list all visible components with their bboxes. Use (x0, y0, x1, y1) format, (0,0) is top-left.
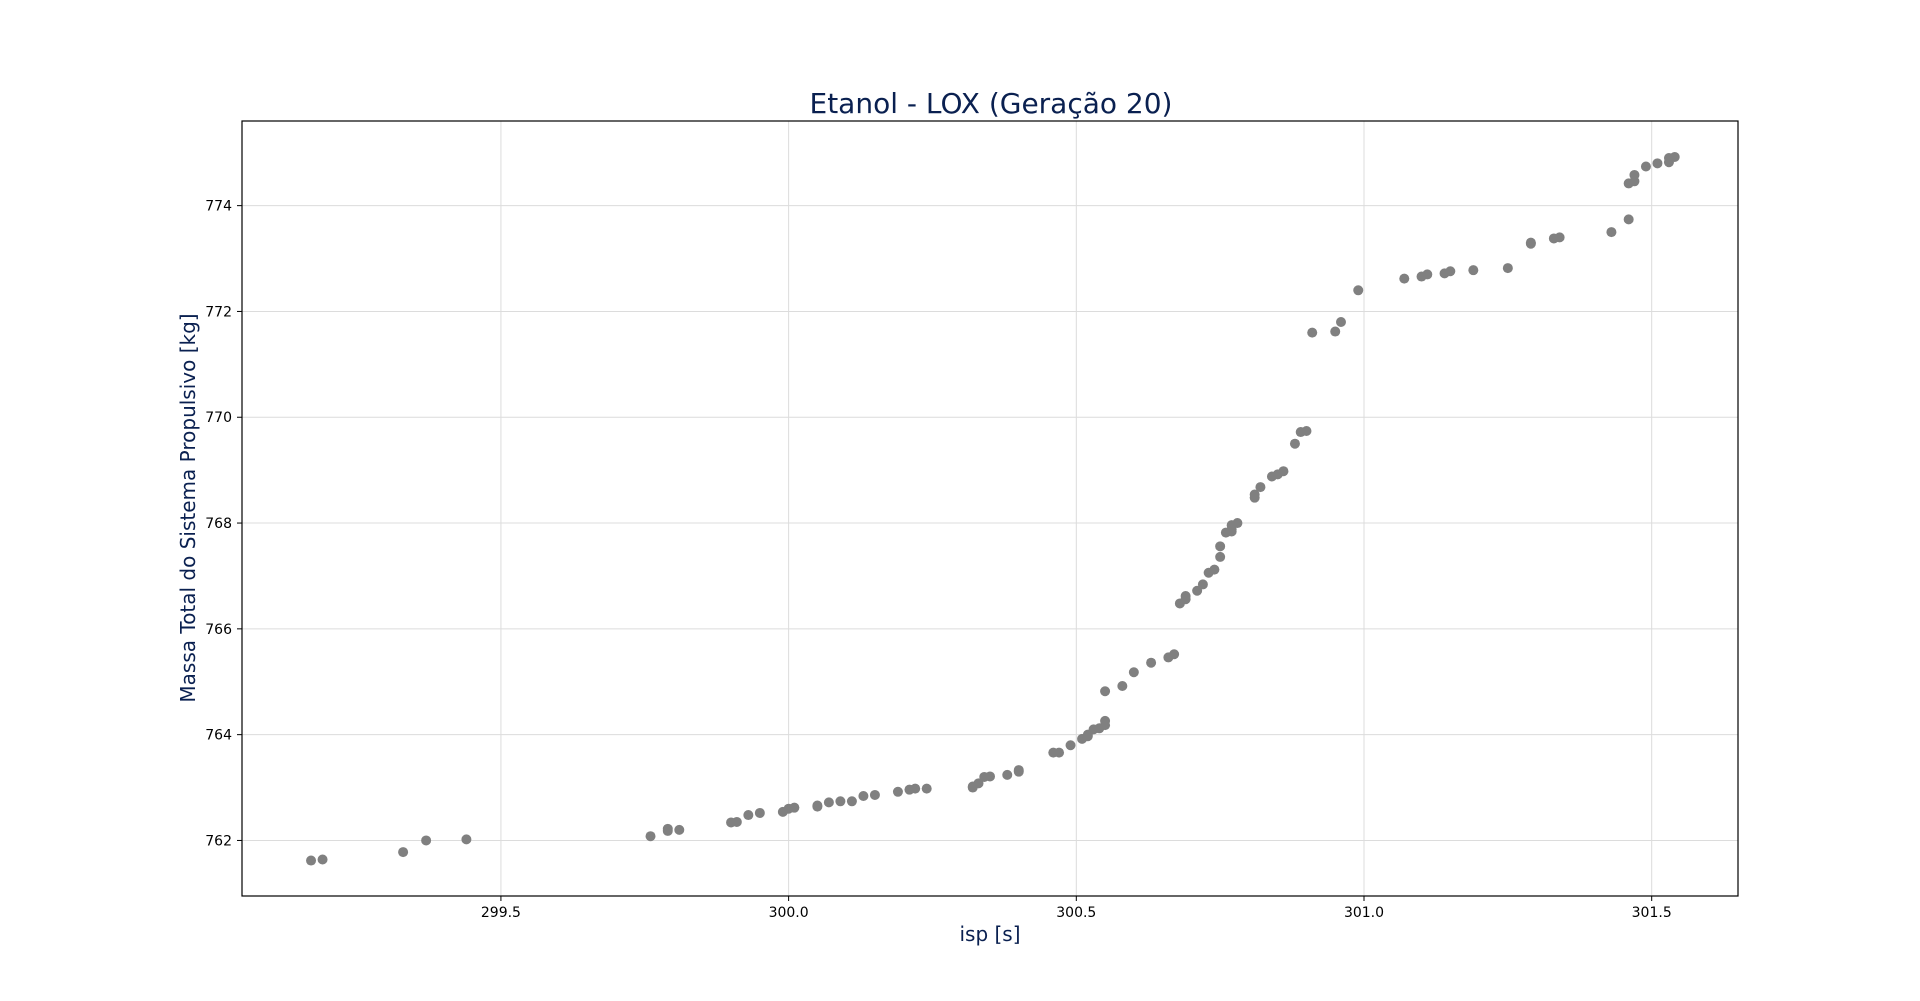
data-point (1117, 680, 1128, 691)
data-point (1301, 426, 1312, 436)
data-point (1232, 518, 1243, 529)
data-point (1100, 715, 1111, 726)
data-point (461, 834, 472, 845)
y-tick-label: 770 (205, 410, 232, 426)
data-point (1054, 747, 1065, 758)
y-tick-label: 774 (205, 199, 232, 215)
data-point (1169, 649, 1180, 660)
chart-title: Etanol - LOX (Geração 20) (810, 87, 1173, 120)
data-point (1192, 585, 1203, 596)
data-point (892, 786, 903, 797)
data-point (1335, 317, 1346, 328)
data-point (846, 796, 857, 807)
data-point (1002, 769, 1013, 780)
data-point (1180, 591, 1191, 602)
y-tick-label: 768 (205, 516, 232, 532)
data-point (731, 816, 742, 827)
data-point (1468, 265, 1479, 276)
data-point (1445, 266, 1456, 277)
data-point (398, 847, 409, 858)
x-axis-title: isp [s] (959, 922, 1020, 946)
data-point (674, 824, 685, 835)
data-point (812, 800, 823, 811)
data-point (921, 783, 932, 794)
data-point (1215, 541, 1226, 552)
data-point (1422, 269, 1433, 280)
x-tick-label: 300.0 (769, 905, 809, 921)
data-point (869, 789, 880, 800)
data-point (1502, 263, 1513, 274)
y-axis-ticks: 762 764 766 768 770 772 774 (205, 199, 242, 849)
data-point (1289, 438, 1300, 449)
data-point (306, 855, 317, 866)
data-point (1255, 482, 1266, 493)
x-tick-label: 301.0 (1344, 905, 1384, 921)
data-point (835, 796, 846, 807)
data-point (645, 831, 656, 842)
data-points (306, 151, 1680, 866)
data-point (743, 810, 754, 821)
data-point (421, 835, 432, 846)
data-point (1640, 161, 1651, 172)
x-tick-label: 300.5 (1056, 905, 1096, 921)
data-point (1197, 579, 1208, 590)
data-point (823, 797, 834, 808)
y-tick-label: 764 (205, 728, 232, 744)
x-axis-ticks: 299.5 300.0 300.5 301.0 301.5 (481, 896, 1672, 921)
data-point (1669, 151, 1680, 162)
data-point (317, 854, 328, 865)
data-point (1399, 273, 1410, 284)
data-point (1146, 657, 1157, 668)
data-point (1065, 740, 1076, 751)
data-point (1215, 551, 1226, 562)
data-point (789, 802, 800, 813)
data-point (1606, 227, 1617, 238)
data-point (754, 807, 765, 818)
y-tick-label: 772 (205, 304, 232, 320)
y-tick-label: 766 (205, 622, 232, 638)
y-axis-title: Massa Total do Sistema Propulsivo [kg] (176, 313, 200, 702)
data-point (973, 778, 984, 789)
data-point (858, 791, 869, 802)
data-point (1307, 327, 1318, 338)
data-point (1525, 237, 1536, 248)
data-point (1249, 489, 1260, 500)
data-point (1128, 667, 1139, 678)
x-tick-label: 299.5 (481, 905, 521, 921)
data-point (1278, 466, 1289, 477)
x-tick-label: 301.5 (1632, 905, 1672, 921)
data-point (1209, 564, 1220, 575)
y-tick-label: 762 (205, 833, 232, 849)
data-point (1013, 765, 1024, 776)
data-point (1629, 169, 1640, 180)
grid-lines (242, 121, 1738, 896)
data-point (1623, 214, 1634, 225)
data-point (1554, 232, 1565, 243)
data-point (1353, 285, 1364, 296)
plot-frame (241, 120, 1739, 897)
data-point (1652, 158, 1663, 169)
data-point (662, 823, 673, 834)
data-point (1100, 686, 1111, 697)
data-point (1330, 326, 1341, 337)
data-point (910, 783, 921, 794)
data-point (985, 771, 995, 782)
